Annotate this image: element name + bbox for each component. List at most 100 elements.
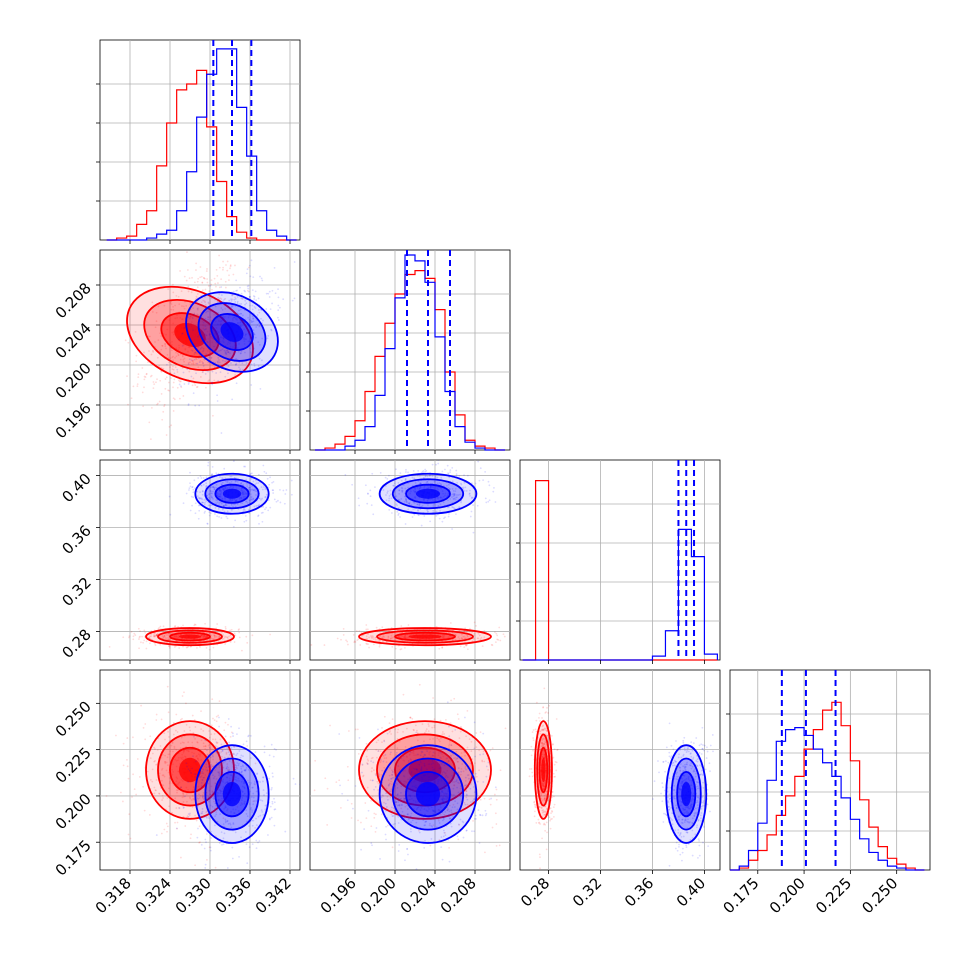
scatter-point bbox=[179, 380, 181, 383]
scatter-point bbox=[233, 498, 236, 501]
scatter-point bbox=[244, 303, 246, 306]
scatter-point bbox=[235, 485, 238, 488]
scatter-point bbox=[454, 728, 457, 731]
scatter-point bbox=[447, 492, 450, 495]
scatter-point bbox=[257, 482, 260, 484]
scatter-point bbox=[180, 386, 183, 389]
scatter-point bbox=[165, 638, 168, 641]
scatter-point bbox=[200, 634, 203, 636]
scatter-point bbox=[172, 333, 175, 336]
scatter-point bbox=[450, 744, 453, 747]
scatter-point bbox=[233, 344, 236, 347]
scatter-point bbox=[489, 803, 492, 806]
scatter-point bbox=[177, 634, 180, 637]
scatter-point bbox=[124, 339, 127, 342]
scatter-point bbox=[267, 292, 270, 295]
scatter-point bbox=[495, 798, 498, 801]
scatter-point bbox=[208, 333, 211, 336]
scatter-point bbox=[257, 309, 260, 311]
scatter-point bbox=[197, 477, 200, 479]
scatter-point bbox=[178, 383, 181, 386]
scatter-point bbox=[474, 755, 477, 758]
scatter-point bbox=[191, 384, 194, 387]
scatter-point bbox=[187, 316, 190, 319]
scatter-point bbox=[203, 634, 206, 637]
scatter-point bbox=[167, 632, 170, 635]
scatter-point bbox=[240, 302, 243, 305]
scatter-point bbox=[388, 497, 391, 500]
scatter-point bbox=[211, 383, 214, 386]
scatter-point bbox=[200, 477, 203, 479]
scatter-point bbox=[236, 318, 239, 321]
scatter-point bbox=[245, 324, 248, 327]
scatter-point bbox=[137, 373, 140, 376]
scatter-point bbox=[373, 788, 375, 791]
scatter-point bbox=[241, 492, 244, 495]
scatter-point bbox=[166, 328, 169, 331]
scatter-point bbox=[166, 634, 168, 637]
scatter-point bbox=[243, 507, 245, 510]
scatter-point bbox=[181, 717, 183, 720]
scatter-point bbox=[263, 751, 266, 754]
scatter-point bbox=[134, 634, 137, 636]
scatter-point bbox=[172, 397, 175, 400]
scatter-point bbox=[293, 297, 296, 300]
scatter-point bbox=[198, 497, 201, 499]
scatter-point bbox=[170, 377, 172, 380]
scatter-point bbox=[231, 398, 234, 401]
scatter-point bbox=[148, 637, 151, 640]
scatter-point bbox=[417, 480, 420, 483]
scatter-point bbox=[357, 752, 360, 755]
scatter-point bbox=[403, 646, 406, 649]
scatter-point bbox=[162, 324, 165, 326]
scatter-point bbox=[203, 499, 206, 501]
scatter-point bbox=[199, 276, 202, 279]
scatter-point bbox=[135, 793, 138, 796]
scatter-point bbox=[372, 638, 375, 640]
scatter-point bbox=[441, 646, 444, 649]
scatter-point bbox=[188, 381, 190, 384]
scatter-point bbox=[178, 303, 181, 306]
scatter-point bbox=[239, 321, 242, 324]
scatter-point bbox=[88, 386, 90, 388]
contour-line bbox=[157, 629, 223, 644]
scatter-point bbox=[246, 285, 249, 288]
scatter-point bbox=[231, 294, 233, 297]
scatter-point bbox=[205, 476, 208, 479]
scatter-point bbox=[493, 486, 495, 489]
scatter-point bbox=[156, 403, 158, 406]
scatter-point bbox=[182, 624, 184, 627]
scatter-point bbox=[223, 505, 225, 507]
scatter-point bbox=[180, 786, 183, 789]
scatter-point bbox=[478, 634, 481, 637]
scatter-point bbox=[466, 644, 469, 646]
scatter-point bbox=[447, 486, 450, 489]
scatter-point bbox=[367, 643, 370, 646]
scatter-point bbox=[222, 266, 224, 269]
scatter-point bbox=[207, 493, 210, 496]
scatter-point bbox=[156, 402, 159, 405]
scatter-point bbox=[225, 741, 228, 744]
scatter-point bbox=[136, 383, 139, 386]
scatter-point bbox=[175, 294, 178, 297]
scatter-point bbox=[438, 633, 441, 636]
scatter-point bbox=[477, 637, 480, 640]
scatter-point bbox=[221, 498, 224, 500]
scatter-point bbox=[277, 499, 279, 502]
scatter-point bbox=[137, 376, 140, 378]
scatter-point bbox=[151, 301, 154, 304]
scatter-point bbox=[261, 359, 263, 362]
scatter-point bbox=[215, 330, 218, 333]
scatter-point bbox=[435, 625, 438, 628]
scatter-point bbox=[224, 626, 227, 628]
scatter-point bbox=[254, 336, 257, 339]
scatter-point bbox=[141, 367, 144, 369]
scatter-point bbox=[223, 233, 225, 235]
scatter-point bbox=[404, 634, 407, 637]
y-tick-label: 0.196 bbox=[52, 399, 95, 442]
scatter-point bbox=[170, 363, 172, 366]
scatter-point bbox=[273, 824, 276, 827]
scatter-point bbox=[399, 516, 401, 518]
scatter-point bbox=[560, 625, 562, 627]
scatter-point bbox=[168, 647, 171, 649]
